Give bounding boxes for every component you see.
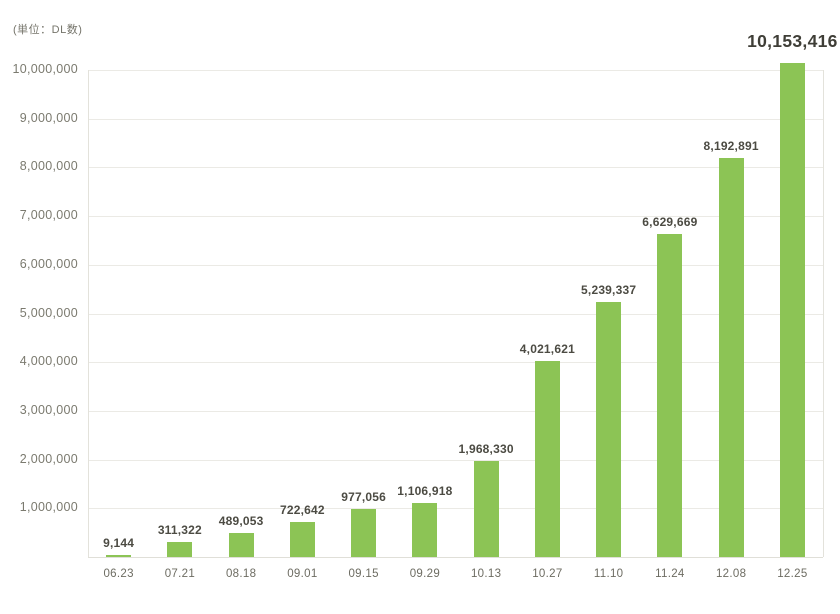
bar-09.29: [412, 503, 438, 557]
bar-value-label: 311,322: [157, 522, 202, 537]
x-axis-tick-label: 10.27: [532, 568, 563, 580]
bar-value-label: 5,239,337: [581, 282, 637, 297]
x-axis-line: [88, 557, 823, 558]
x-axis-tick-label: 09.15: [348, 568, 379, 580]
y-gridline: [88, 216, 823, 218]
y-axis-tick-label: 8,000,000: [19, 159, 78, 174]
x-axis-tick-label: 12.08: [715, 568, 747, 580]
y-gridline: [88, 118, 823, 120]
bar-12.08: [718, 158, 744, 557]
x-axis-tick-label: 10.13: [470, 568, 502, 580]
bar-value-label: 1,106,918: [397, 484, 453, 499]
bar-value-label: 722,642: [279, 502, 325, 517]
plot-right-border: [823, 70, 824, 557]
bar-07.21: [167, 541, 193, 557]
bar-value-label: 10,153,416: [747, 30, 838, 51]
y-axis-unit-label: (単位：DL数): [13, 24, 83, 36]
bar-10.27: [534, 361, 560, 557]
bar-10.13: [473, 461, 499, 557]
bar-value-label: 9,144: [103, 536, 135, 550]
bar-06.23: [106, 555, 132, 557]
bar-value-label: 1,968,330: [458, 442, 514, 457]
bar-value-label: 977,056: [341, 490, 387, 505]
y-gridline: [88, 264, 823, 266]
bar-11.24: [657, 234, 683, 557]
bar-09.01: [289, 521, 315, 557]
x-axis-tick-label: 08.18: [225, 568, 257, 580]
x-axis-tick-label: 11.24: [655, 568, 685, 580]
bar-08.18: [228, 533, 254, 557]
x-axis-tick-label: 12.25: [777, 568, 808, 580]
y-gridline: [88, 362, 823, 364]
y-axis-tick-label: 10,000,000: [12, 62, 78, 76]
x-axis-tick-label: 09.01: [287, 568, 318, 580]
y-axis-tick-label: 3,000,000: [19, 402, 78, 417]
y-gridline: [88, 459, 823, 461]
bar-12.25: [779, 62, 805, 557]
bar-09.15: [351, 509, 377, 557]
y-axis-tick-label: 2,000,000: [19, 451, 78, 466]
y-gridline: [88, 410, 823, 412]
bar-value-label: 8,192,891: [703, 139, 759, 154]
bar-value-label: 489,053: [218, 514, 264, 529]
bar-value-label: 6,629,669: [642, 215, 698, 230]
y-axis-tick-label: 5,000,000: [19, 305, 78, 320]
y-gridline: [88, 508, 823, 510]
x-axis-tick-label: 07.21: [164, 568, 196, 580]
bar-value-label: 4,021,621: [519, 342, 575, 357]
y-gridline: [88, 70, 823, 71]
x-axis-tick-label: 09.29: [409, 568, 441, 580]
y-gridline: [88, 313, 823, 315]
x-axis-tick-label: 06.23: [103, 568, 134, 580]
y-axis-tick-label: 1,000,000: [19, 500, 78, 515]
y-axis-tick-label: 9,000,000: [19, 110, 78, 125]
y-axis-tick-label: 4,000,000: [19, 354, 78, 369]
x-axis-tick-label: 11.10: [593, 568, 624, 580]
y-axis-tick-label: 7,000,000: [19, 208, 78, 223]
y-axis-line: [88, 70, 89, 557]
bar-11.10: [596, 301, 622, 557]
y-axis-tick-label: 6,000,000: [19, 256, 78, 271]
y-gridline: [88, 167, 823, 169]
